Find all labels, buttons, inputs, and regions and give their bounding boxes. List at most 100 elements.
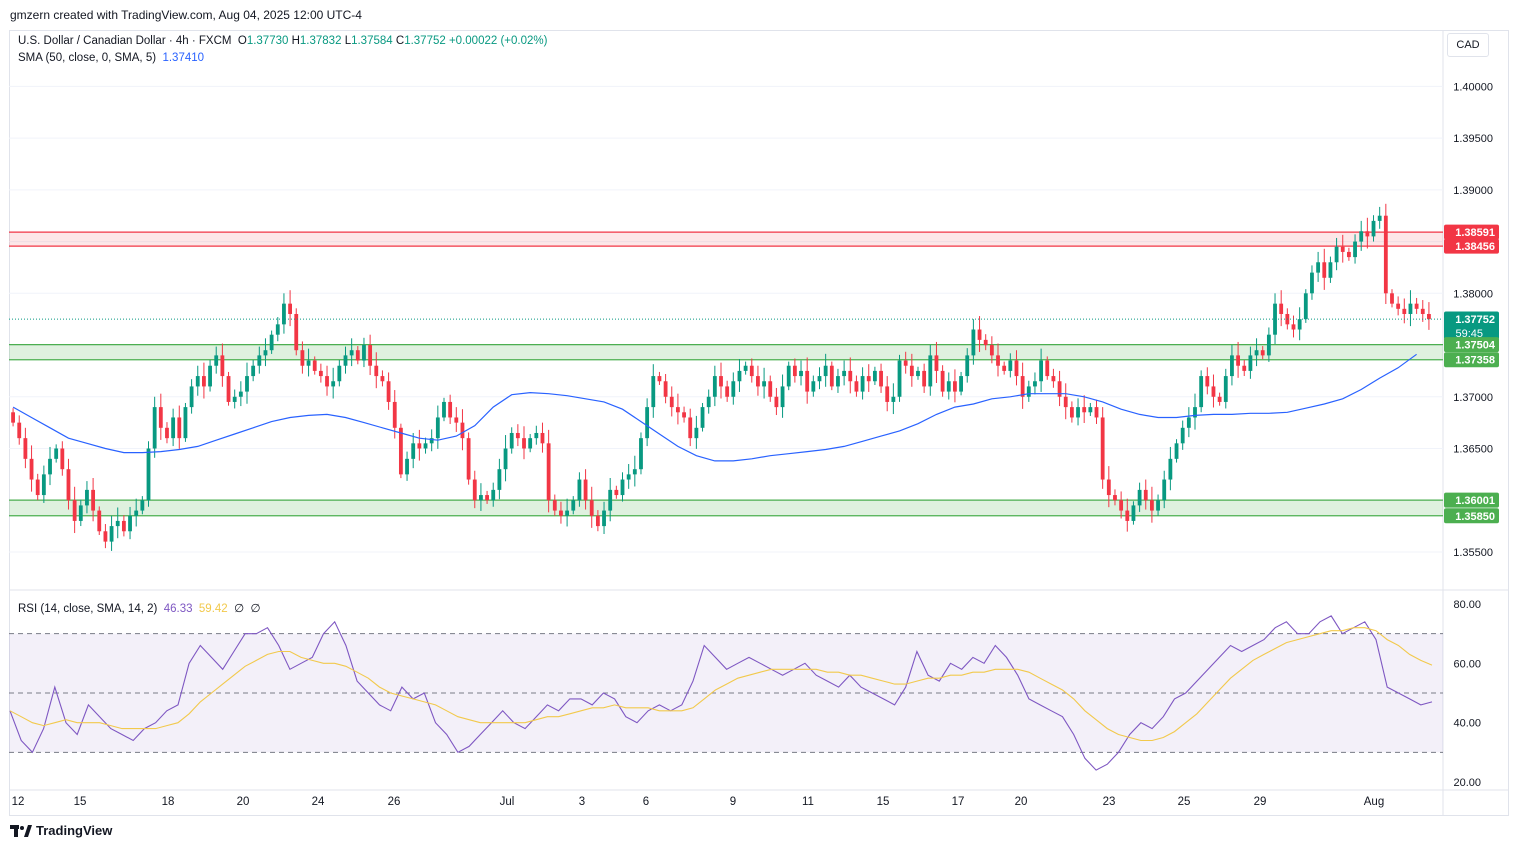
- resistance-zone: [9, 232, 1443, 247]
- candle-up: [405, 458, 409, 475]
- candle-down: [97, 510, 102, 532]
- time-tick-label: 26: [388, 796, 401, 808]
- candle-down: [1125, 510, 1130, 521]
- candle-down: [220, 355, 225, 377]
- price-tick-label: 1.38000: [1453, 288, 1493, 300]
- candle-down: [17, 422, 22, 439]
- time-tick-label: 3: [579, 796, 585, 808]
- support-price-text: 1.37358: [1455, 355, 1495, 367]
- candle-down: [392, 401, 397, 428]
- candle-down: [768, 381, 773, 397]
- candle-up: [479, 495, 483, 501]
- rsi-legend: RSI (14, close, SMA, 14, 2) 46.33 59.42 …: [18, 601, 261, 615]
- candle-up: [491, 489, 496, 501]
- tradingview-logo[interactable]: TradingView: [10, 823, 112, 838]
- candle-up: [1328, 262, 1333, 278]
- candle-up: [85, 489, 89, 506]
- candle-up: [1039, 360, 1044, 382]
- candle-down: [1020, 376, 1025, 397]
- candle-up: [435, 417, 440, 439]
- candle-down: [60, 448, 65, 470]
- support-zone: [9, 500, 1443, 516]
- candle-up: [245, 376, 249, 392]
- rsi-ma-line: [9, 627, 1433, 742]
- candle-down: [1242, 365, 1247, 371]
- candle-up: [337, 365, 342, 382]
- candle-up: [1193, 407, 1197, 418]
- candle-up: [639, 438, 643, 470]
- candle-up: [762, 381, 766, 387]
- candle-up: [349, 350, 354, 356]
- rsi-extra-2: ∅: [250, 603, 261, 615]
- candle-down: [682, 412, 686, 418]
- candle-down: [866, 376, 871, 382]
- candle-up: [1377, 215, 1382, 221]
- candle-down: [792, 365, 797, 377]
- time-tick-label: 29: [1254, 796, 1267, 808]
- support-price-badge: [1444, 508, 1499, 524]
- candle-up: [171, 417, 176, 439]
- candle-down: [1063, 396, 1068, 408]
- candle-down: [460, 422, 465, 439]
- candle-down: [1057, 381, 1062, 397]
- candle-up: [509, 432, 514, 449]
- candle-up: [232, 396, 237, 402]
- candle-up: [54, 448, 59, 459]
- zone-layer: [9, 231, 1443, 517]
- candle-down: [546, 443, 551, 501]
- candle-up: [971, 329, 976, 356]
- price-tick-label: 1.35500: [1453, 547, 1493, 559]
- candle-up: [928, 355, 933, 387]
- candle-up: [115, 520, 120, 527]
- candle-down: [1205, 376, 1210, 387]
- candle-down: [294, 314, 299, 351]
- resistance-price-badge: [1444, 238, 1499, 254]
- chart-frame: [9, 30, 1509, 816]
- candle-up: [257, 355, 262, 366]
- candle-down: [1069, 407, 1074, 418]
- candle-down: [669, 396, 674, 408]
- candle-layer: [11, 203, 1431, 551]
- time-tick-label: 6: [643, 796, 649, 808]
- rsi-tick-label: 20.00: [1453, 777, 1481, 789]
- candle-down: [318, 370, 323, 377]
- currency-button[interactable]: CAD: [1447, 33, 1489, 57]
- candle-up: [1088, 407, 1093, 413]
- sma-label: SMA (50, close, 0, SMA, 5): [18, 52, 157, 64]
- candle-down: [472, 479, 477, 501]
- candle-up: [1266, 334, 1271, 356]
- candle-down: [466, 438, 471, 480]
- candle-down: [1014, 360, 1019, 377]
- candle-up: [620, 479, 625, 496]
- close-label: C: [395, 35, 405, 47]
- candle-down: [1113, 495, 1117, 501]
- last-price-text: 1.37752: [1455, 314, 1495, 326]
- candle-down: [1236, 355, 1240, 366]
- candle-down: [11, 412, 15, 423]
- candle-up: [78, 505, 83, 521]
- candle-down: [454, 417, 459, 423]
- candle-up: [128, 515, 132, 532]
- price-tick-label: 1.39000: [1453, 185, 1493, 197]
- candle-down: [1211, 386, 1216, 397]
- candle-down: [996, 355, 1000, 366]
- candle-down: [749, 365, 754, 377]
- candle-down: [1051, 376, 1056, 382]
- time-tick-label: Jul: [500, 796, 515, 808]
- candle-up: [214, 355, 219, 366]
- candle-up: [1303, 293, 1308, 320]
- time-tick-label: 9: [730, 796, 736, 808]
- candle-down: [158, 407, 163, 428]
- candle-down: [589, 500, 594, 516]
- tradingview-brand: TradingView: [36, 823, 113, 838]
- candle-up: [842, 370, 847, 377]
- resistance-price-text: 1.38456: [1455, 241, 1495, 253]
- candle-up: [1174, 443, 1179, 459]
- candle-up: [1156, 500, 1160, 511]
- candle-up: [1230, 355, 1234, 377]
- candle-down: [1279, 303, 1284, 314]
- candle-up: [442, 401, 446, 418]
- candle-up: [645, 407, 650, 439]
- support-price-badge: [1444, 337, 1499, 353]
